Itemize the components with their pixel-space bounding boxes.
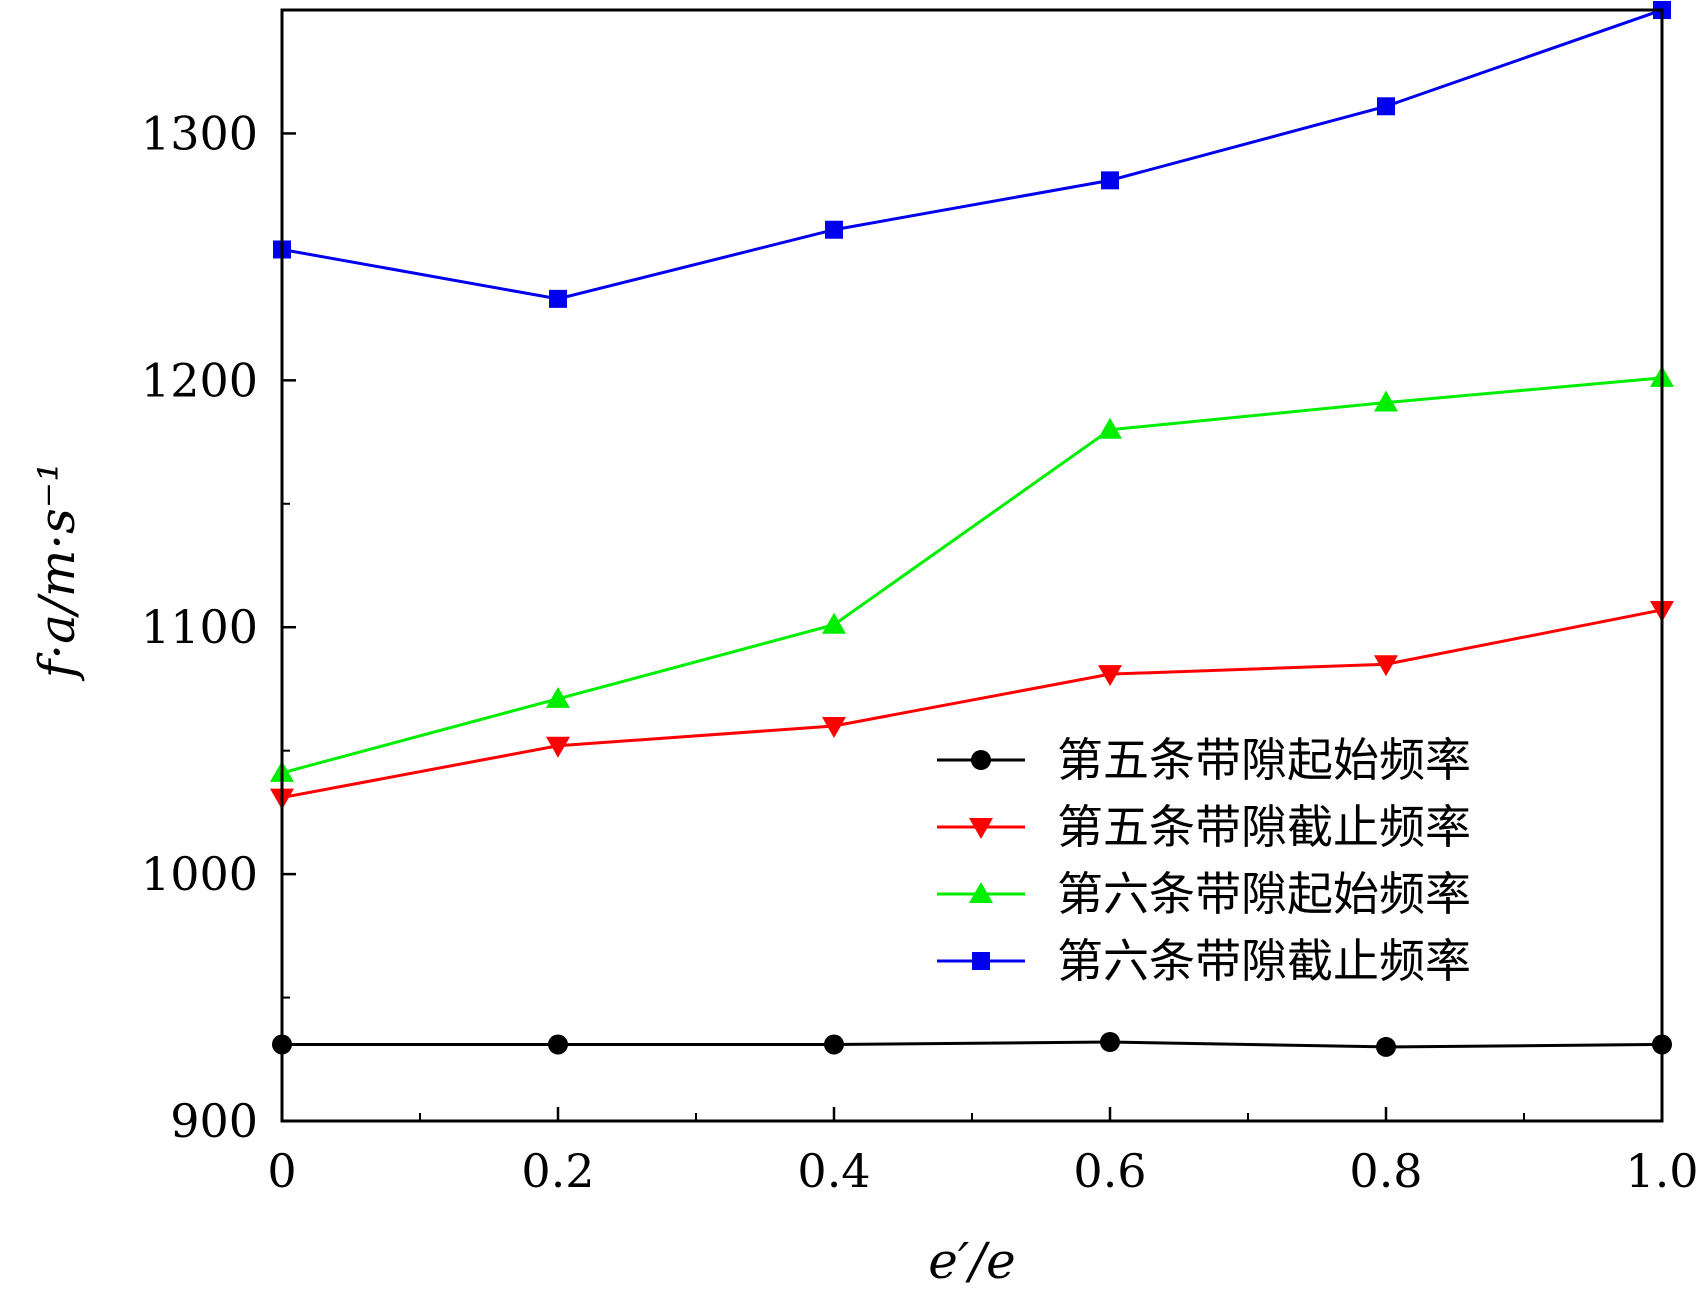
data-point	[546, 736, 570, 758]
data-point	[825, 220, 843, 239]
x-tick-label: 0.4	[797, 1144, 870, 1198]
series-1	[272, 1031, 1672, 1057]
legend-item-3: 第六条带隙起始频率	[937, 867, 1471, 921]
data-point	[1377, 97, 1395, 116]
legend-label: 第五条带隙起始频率	[1057, 733, 1471, 787]
data-point	[548, 1034, 568, 1055]
series-line	[282, 1040, 1663, 1049]
y-tick-label: 900	[170, 1094, 258, 1148]
legend-marker	[972, 952, 990, 970]
series-4	[273, 1, 1671, 308]
tick-labels: 0 0.2 0.4 0.6 0.8 1.0 900 1000 1100 1200 1300	[141, 106, 1699, 1198]
x-tick-label: 0	[267, 1144, 296, 1198]
y-tick-label: 1300	[141, 106, 258, 160]
legend-item-2: 第五条带隙截止频率	[937, 800, 1471, 854]
series-line	[281, 8, 1663, 301]
y-tick-label: 1200	[141, 353, 258, 407]
y-tick-label: 1100	[141, 600, 258, 654]
legend-item-4: 第六条带隙截止频率	[937, 934, 1471, 988]
series-2	[270, 600, 1674, 810]
x-axis-label: e′/e	[928, 1232, 1015, 1290]
data-point	[822, 716, 846, 738]
data-point	[1374, 655, 1398, 677]
series-3	[270, 365, 1674, 782]
series-group	[270, 1, 1674, 1057]
data-point	[549, 289, 567, 308]
x-tick-label: 0.2	[521, 1144, 594, 1198]
plot-frame	[280, 8, 1664, 1123]
data-point	[824, 1034, 844, 1055]
data-point	[1376, 1036, 1396, 1057]
x-tick-label: 0.8	[1349, 1144, 1422, 1198]
data-point	[1098, 665, 1122, 687]
data-point	[546, 686, 570, 708]
data-point	[1101, 171, 1119, 190]
series-line	[281, 608, 1663, 800]
legend-marker	[969, 882, 993, 903]
data-point	[1098, 417, 1122, 439]
legend-marker	[969, 818, 993, 839]
legend-marker	[971, 750, 991, 770]
x-tick-label: 0.6	[1073, 1144, 1146, 1198]
legend-item-1: 第五条带隙起始频率	[937, 733, 1471, 787]
x-tick-label: 1.0	[1625, 1144, 1698, 1198]
legend-label: 第五条带隙截止频率	[1057, 800, 1471, 854]
series-line	[281, 376, 1663, 775]
legend-label: 第六条带隙截止频率	[1057, 934, 1471, 988]
y-tick-label: 1000	[141, 847, 258, 901]
data-point	[1374, 390, 1398, 412]
legend-label: 第六条带隙起始频率	[1057, 867, 1471, 921]
y-axis-label: f·a/m·s⁻¹	[28, 462, 86, 682]
data-point	[822, 612, 846, 634]
data-point	[1100, 1031, 1120, 1052]
